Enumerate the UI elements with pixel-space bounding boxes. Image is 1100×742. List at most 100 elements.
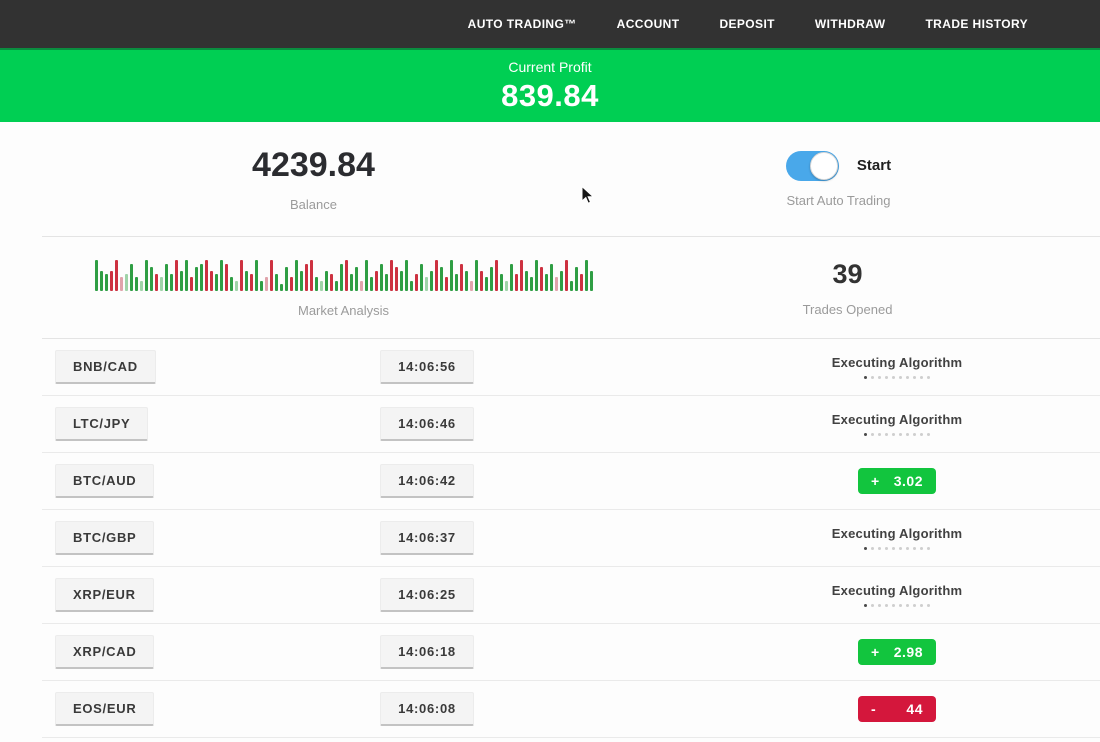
pair-badge[interactable]: LTC/JPY xyxy=(55,407,149,441)
chart-bar xyxy=(179,271,183,291)
chart-bar xyxy=(424,277,428,291)
chart-bar xyxy=(379,264,383,291)
chart-bar xyxy=(359,281,363,291)
chart-bar xyxy=(274,274,278,291)
result-sign: - xyxy=(871,701,877,717)
chart-bar xyxy=(289,277,293,291)
chart-bar xyxy=(239,260,243,291)
chart-bar xyxy=(159,277,163,291)
auto-trading-label: Start Auto Trading xyxy=(786,192,891,208)
trade-row: XRP/EUR 14:06:25 Executing Algorithm xyxy=(42,567,1100,624)
chart-bar xyxy=(174,260,178,291)
chart-bar xyxy=(199,264,203,291)
chart-bar xyxy=(144,260,148,291)
pair-badge[interactable]: BNB/CAD xyxy=(55,350,156,384)
chart-bar xyxy=(474,260,478,291)
trade-row: XRP/CAD 14:06:18 + 2.98 xyxy=(42,624,1100,681)
chart-bar xyxy=(484,277,488,291)
result-badge: - 44 xyxy=(858,696,936,722)
chart-bar xyxy=(184,260,188,291)
chart-bar xyxy=(244,271,248,291)
chart-bar xyxy=(479,271,483,291)
chart-bar xyxy=(419,264,423,291)
trades-opened-value: 39 xyxy=(832,258,863,289)
trades-opened-label: Trades Opened xyxy=(802,301,893,317)
time-badge[interactable]: 14:06:37 xyxy=(380,521,474,555)
executing-label: Executing Algorithm xyxy=(831,526,963,541)
chart-bar xyxy=(559,271,563,291)
trades-list: BNB/CAD 14:06:56 Executing Algorithm LTC… xyxy=(42,338,1100,738)
balance-block: 4239.84 Balance xyxy=(0,122,627,236)
pair-badge[interactable]: XRP/CAD xyxy=(55,635,155,669)
nav-item-deposit[interactable]: DEPOSIT xyxy=(719,17,775,31)
chart-bar xyxy=(249,274,253,291)
result-value: 3.02 xyxy=(893,473,923,489)
chart-bar xyxy=(384,274,388,291)
chart-bar xyxy=(589,271,593,291)
pair-badge[interactable]: EOS/EUR xyxy=(55,692,155,726)
nav-item-withdraw[interactable]: WITHDRAW xyxy=(814,17,886,31)
result-badge: + 3.02 xyxy=(858,468,936,494)
chart-bar xyxy=(534,260,538,291)
chart-bar xyxy=(209,271,213,291)
chart-bar xyxy=(294,260,298,291)
executing-status: Executing Algorithm xyxy=(832,583,962,607)
auto-trading-toggle[interactable] xyxy=(785,150,839,181)
chart-bar xyxy=(544,274,548,291)
chart-bar xyxy=(494,260,498,291)
profit-banner-title: Current Profit xyxy=(508,59,592,75)
executing-status: Executing Algorithm xyxy=(832,412,962,436)
chart-bar xyxy=(529,277,533,291)
nav-item-auto-trading[interactable]: AUTO TRADING™ xyxy=(467,17,577,31)
chart-bar xyxy=(319,281,323,291)
trade-row: EOS/EUR 14:06:08 - 44 xyxy=(42,681,1100,738)
chart-bar xyxy=(464,271,468,291)
chart-bar xyxy=(469,281,473,291)
chart-bar xyxy=(299,271,303,291)
chart-bar xyxy=(569,281,573,291)
time-badge[interactable]: 14:06:18 xyxy=(380,635,474,669)
result-sign: + xyxy=(871,473,880,489)
chart-bar xyxy=(304,264,308,291)
executing-label: Executing Algorithm xyxy=(831,583,963,598)
pair-badge[interactable]: BTC/GBP xyxy=(55,521,155,555)
chart-bar xyxy=(219,260,223,291)
chart-bar xyxy=(99,271,103,291)
chart-bar xyxy=(584,260,588,291)
trades-opened-block: 39 Trades Opened xyxy=(645,237,1100,338)
chart-bar xyxy=(139,281,143,291)
time-badge[interactable]: 14:06:42 xyxy=(380,464,474,498)
market-section: Market Analysis 39 Trades Opened xyxy=(42,236,1100,338)
nav-item-account[interactable]: ACCOUNT xyxy=(616,17,680,31)
executing-status: Executing Algorithm xyxy=(832,355,962,379)
pair-badge[interactable]: XRP/EUR xyxy=(55,578,154,612)
chart-bar xyxy=(579,274,583,291)
chart-bar xyxy=(284,267,288,291)
chart-bar xyxy=(214,274,218,291)
chart-bar xyxy=(564,260,568,291)
chart-bar xyxy=(104,274,108,291)
chart-bar xyxy=(434,260,438,291)
chart-bar xyxy=(314,277,318,291)
time-badge[interactable]: 14:06:08 xyxy=(380,692,474,726)
chart-bar xyxy=(334,281,338,291)
time-badge[interactable]: 14:06:56 xyxy=(380,350,474,384)
chart-bar xyxy=(354,267,358,291)
chart-bar xyxy=(324,271,328,291)
chart-bar xyxy=(149,267,153,291)
chart-bar xyxy=(414,274,418,291)
market-analysis-block: Market Analysis xyxy=(42,237,645,338)
top-navbar: AUTO TRADING™ ACCOUNT DEPOSIT WITHDRAW TRADE… xyxy=(0,0,1100,48)
chart-bar xyxy=(269,260,273,291)
result-value: 2.98 xyxy=(893,644,923,660)
time-badge[interactable]: 14:06:46 xyxy=(380,407,474,441)
executing-label: Executing Algorithm xyxy=(831,412,963,427)
chart-bar xyxy=(119,277,123,291)
chart-bar xyxy=(134,277,138,291)
chart-bar xyxy=(519,260,523,291)
nav-item-trade-history[interactable]: TRADE HISTORY xyxy=(925,17,1028,31)
time-badge[interactable]: 14:06:25 xyxy=(380,578,474,612)
pair-badge[interactable]: BTC/AUD xyxy=(55,464,155,498)
chart-bar xyxy=(524,271,528,291)
chart-bar xyxy=(449,260,453,291)
